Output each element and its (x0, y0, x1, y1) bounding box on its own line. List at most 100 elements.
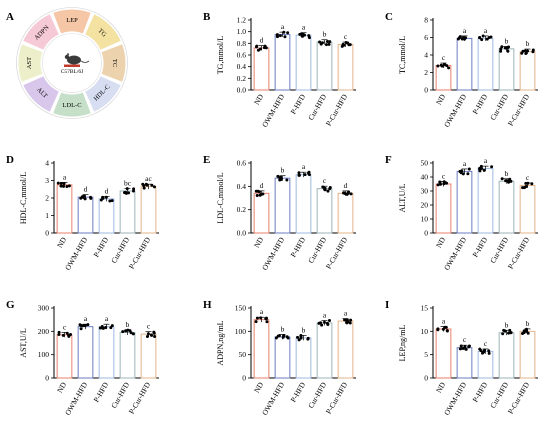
significance-letter: a (463, 159, 467, 168)
bar-cur-hfd (498, 332, 515, 379)
data-point (99, 198, 103, 202)
data-point (526, 49, 530, 53)
x-tick-label: P-HFD (471, 235, 490, 259)
data-point (265, 320, 269, 324)
data-point (343, 318, 347, 322)
ring-segment-tg (83, 13, 122, 52)
significance-letter: b (505, 320, 509, 329)
bar-owm-hfd (77, 326, 94, 379)
y-tick-label: 10 (421, 327, 429, 336)
data-point (461, 347, 465, 351)
x-tick-label: ND (252, 92, 266, 106)
data-point (279, 178, 283, 182)
data-point (297, 171, 301, 175)
significance-letter: d (260, 181, 264, 190)
y-tick-label: 0.6 (237, 51, 247, 60)
y-tick-label: 10 (421, 215, 429, 224)
data-point (499, 47, 503, 51)
y-tick-label: 100 (38, 350, 50, 359)
data-point (441, 327, 445, 331)
data-point (62, 182, 66, 186)
data-point (302, 33, 306, 37)
data-point (322, 320, 326, 324)
bar-nd (435, 183, 452, 234)
data-point (461, 172, 465, 176)
significance-letter: a (302, 162, 306, 171)
data-point (150, 183, 154, 187)
data-point (467, 345, 471, 349)
significance-letter: c (63, 322, 67, 331)
x-tick-label: ND (252, 235, 266, 249)
bar-nd (56, 334, 73, 379)
y-tick-label: 20 (421, 201, 429, 210)
significance-letter: a (105, 314, 109, 323)
data-point (142, 184, 146, 188)
x-tick-label: P-HFD (471, 380, 490, 404)
ring-segment-ldl-c (52, 91, 92, 118)
data-point (506, 49, 510, 53)
data-point (501, 332, 505, 336)
data-point (263, 44, 267, 48)
data-point (458, 170, 462, 174)
bar-cur-hfd (119, 190, 136, 234)
data-point (458, 347, 462, 351)
bar-cur-hfd (316, 322, 333, 379)
data-point (319, 42, 323, 46)
significance-letter: b (323, 30, 327, 39)
significance-letter: a (442, 317, 446, 326)
data-point (323, 187, 327, 191)
significance-letter: b (526, 39, 530, 48)
x-tick-label: Cur-HFD (488, 380, 510, 410)
bar-p-hfd (477, 350, 494, 379)
x-tick-label: Cur-HFD (306, 380, 328, 410)
x-tick-label: P-HFD (92, 380, 111, 404)
bar-cur-hfd (316, 188, 333, 234)
x-tick-label: ND (252, 380, 266, 394)
data-point (56, 181, 60, 185)
data-point (341, 42, 345, 46)
data-point (57, 332, 61, 336)
y-tick-label: 5 (424, 350, 428, 359)
y-tick-label: 50 (421, 159, 429, 168)
ring-label-ldl-c: LDL-C (62, 102, 81, 109)
data-point (62, 184, 66, 188)
data-point (153, 334, 157, 338)
ring-segment-tc (100, 43, 127, 83)
data-point (149, 333, 153, 337)
panel-b-letter: B (203, 11, 211, 23)
data-point (509, 331, 513, 335)
data-point (318, 40, 322, 44)
data-point (65, 185, 69, 189)
data-point (436, 64, 440, 68)
data-point (259, 316, 263, 320)
y-tick-label: 0.0 (237, 86, 247, 95)
data-point (325, 39, 329, 43)
data-point (297, 338, 301, 342)
bar-owm-hfd (274, 34, 291, 91)
data-point (283, 35, 287, 39)
data-point (507, 45, 511, 49)
data-point (255, 316, 259, 320)
panel-h-letter: H (203, 299, 212, 311)
bar-p-hfd (477, 168, 494, 234)
y-tick-label: 1.0 (237, 27, 247, 36)
data-point (507, 331, 511, 335)
significance-letter: a (281, 22, 285, 31)
ring-segment-adpn (22, 13, 61, 52)
ring-segment-ast (17, 43, 44, 83)
panel-g: G0100200300AST,U/LcNDaOWM-HFDaP-HFDbCur-… (6, 299, 159, 417)
data-point (326, 189, 330, 193)
bar-owm-hfd (77, 196, 94, 234)
y-tick-label: 0.0 (237, 229, 247, 238)
bar-nd (253, 47, 270, 91)
data-point (524, 52, 528, 56)
y-tick-label: 300 (38, 304, 50, 313)
data-point (328, 187, 332, 191)
bar-cur-hfd (498, 48, 515, 91)
significance-letter: c (442, 172, 446, 181)
data-point (129, 331, 133, 335)
data-point (261, 192, 265, 196)
data-point (59, 181, 63, 185)
bar-p-cur-hfd (337, 320, 354, 379)
x-tick-label: P-HFD (92, 235, 111, 259)
